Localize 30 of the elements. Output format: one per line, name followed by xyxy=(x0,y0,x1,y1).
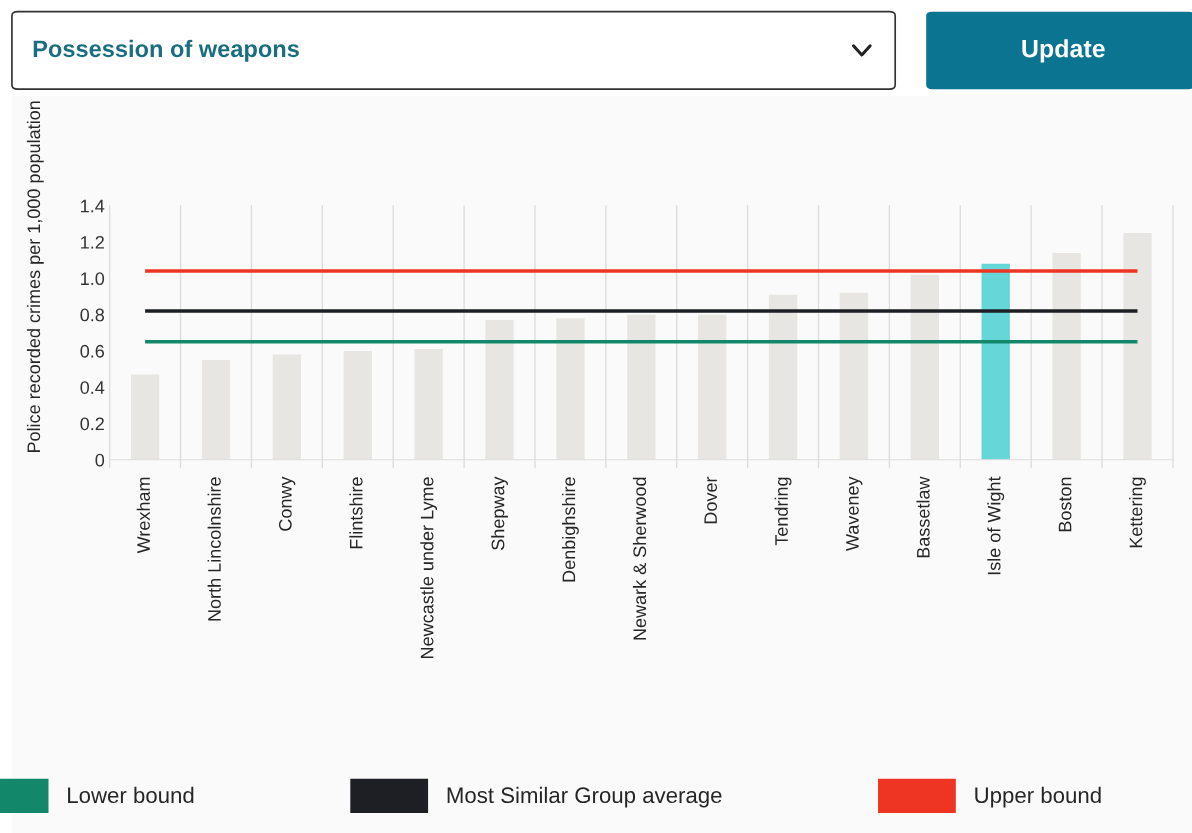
x-tick-label: Conwy xyxy=(278,476,296,531)
y-tick-label: 0.2 xyxy=(80,417,104,431)
x-tick-label: North Lincolnshire xyxy=(207,477,221,621)
y-tick-label: 1.0 xyxy=(81,272,105,286)
x-tick-label: Denbighshire xyxy=(562,477,579,582)
x-tick-label: Isle of Wight xyxy=(987,476,1005,575)
legend-label: Most Similar Group average xyxy=(447,786,722,808)
x-tick-label: Newark & Sherwood xyxy=(632,477,647,640)
x-tick-label: Boston xyxy=(1058,477,1072,532)
text: Update xyxy=(1022,39,1105,63)
y-tick-label: 1.4 xyxy=(81,199,105,213)
x-tick-label: Kettering xyxy=(1129,477,1146,548)
x-tick-label: Tendring xyxy=(774,477,792,546)
y-tick-label: 0.8 xyxy=(80,308,105,322)
y-tick-label: 0.6 xyxy=(80,344,105,358)
bar xyxy=(981,263,1010,460)
legend-label: Lower bound xyxy=(68,786,194,804)
x-tick-label: Shepway xyxy=(491,476,508,550)
y-tick-label: 0.4 xyxy=(80,381,105,394)
y-tick-label: 1.2 xyxy=(81,235,104,249)
chart-title: Possession of weapons xyxy=(33,39,299,62)
y-tick-label: 0 xyxy=(95,453,105,467)
x-tick-label: Bassetlaw xyxy=(916,476,930,558)
x-tick-label: Flintshire xyxy=(349,477,363,549)
y-axis-title: Police recorded crimes per 1,000 population xyxy=(26,101,44,453)
x-tick-label: Wrexham xyxy=(136,477,150,554)
x-tick-label: Dover xyxy=(704,476,718,524)
x-tick-label: Waveney xyxy=(846,476,863,551)
legend-label: Upper bound xyxy=(975,786,1101,808)
x-tick-label: Newcastle under Lyme xyxy=(420,477,438,658)
